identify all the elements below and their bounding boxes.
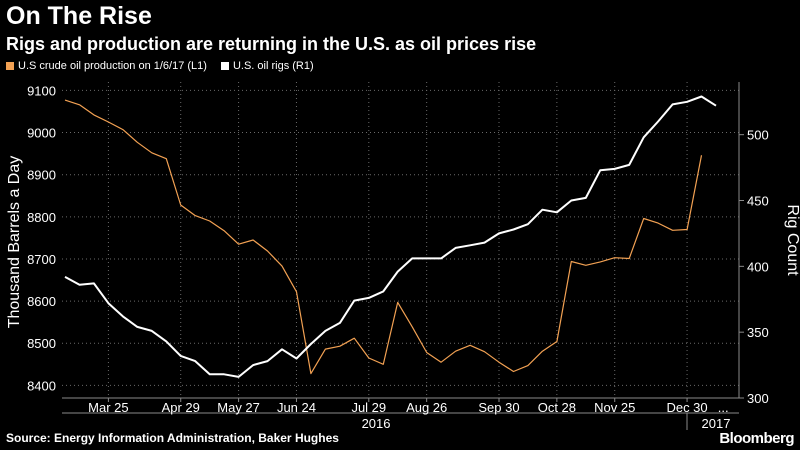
bloomberg-logo: Bloomberg: [719, 430, 794, 447]
chart-subtitle: Rigs and production are returning in the…: [6, 34, 537, 54]
y-tick-label-left: 8600: [27, 294, 56, 309]
x-tick-label: Oct 28: [538, 400, 576, 415]
x-tick-label: May 27: [217, 400, 260, 415]
legend: U.S crude oil production on 1/6/17 (L1) …: [6, 60, 314, 72]
tick-labels: 8400 8500 8600 8700 8800 8900 9000 9100 300 350 40…: [27, 83, 769, 431]
y-tick-label-left: 9100: [27, 83, 56, 98]
legend-label-production: U.S crude oil production on 1/6/17 (L1): [18, 60, 207, 72]
legend-swatch-rigs: [220, 62, 229, 70]
x-tick-label: Mar 25: [88, 400, 128, 415]
source-note: Source: Energy Information Administratio…: [6, 431, 339, 445]
chart-title: On The Rise: [6, 2, 152, 30]
x-tick-label: Jul 29: [351, 400, 386, 415]
legend-item-rigs: U.S. oil rigs (R1): [220, 60, 314, 72]
x-tick-label: Apr 29: [162, 400, 200, 415]
legend-item-production: U.S crude oil production on 1/6/17 (L1): [6, 60, 207, 72]
year-label: 2017: [702, 416, 731, 431]
legend-swatch-production: [6, 62, 14, 70]
year-label: 2016: [362, 416, 391, 431]
y-tick-label-left: 8400: [27, 378, 56, 393]
y-tick-label-left: 9000: [27, 126, 56, 141]
y-axis-label-right: Rig Count: [784, 204, 800, 276]
series-line-production: [64, 99, 703, 375]
x-tick-label: Aug 26: [406, 400, 447, 415]
y-tick-label-left: 8700: [27, 252, 56, 267]
y-tick-label-right: 400: [747, 259, 769, 274]
y-tick-label-right: 450: [747, 194, 769, 209]
y-tick-label-right: 350: [747, 325, 769, 340]
legend-label-rigs: U.S. oil rigs (R1): [232, 60, 314, 72]
x-tick-label: Dec 30: [666, 400, 707, 415]
y-tick-label-right: 300: [747, 391, 769, 406]
y-tick-label-left: 8500: [27, 336, 56, 351]
x-tick-label: ...: [718, 400, 729, 415]
x-tick-label: Jun 24: [277, 400, 316, 415]
x-tick-label: Nov 25: [594, 400, 635, 415]
x-tick-label: Sep 30: [478, 400, 519, 415]
y-axis-label-left: Thousand Barrels a Day: [6, 156, 23, 329]
y-tick-label-left: 8800: [27, 210, 56, 225]
gridlines: [62, 82, 739, 398]
series-line-rigs: [64, 95, 717, 378]
y-tick-label-right: 500: [747, 128, 769, 143]
y-tick-label-left: 8900: [27, 168, 56, 183]
